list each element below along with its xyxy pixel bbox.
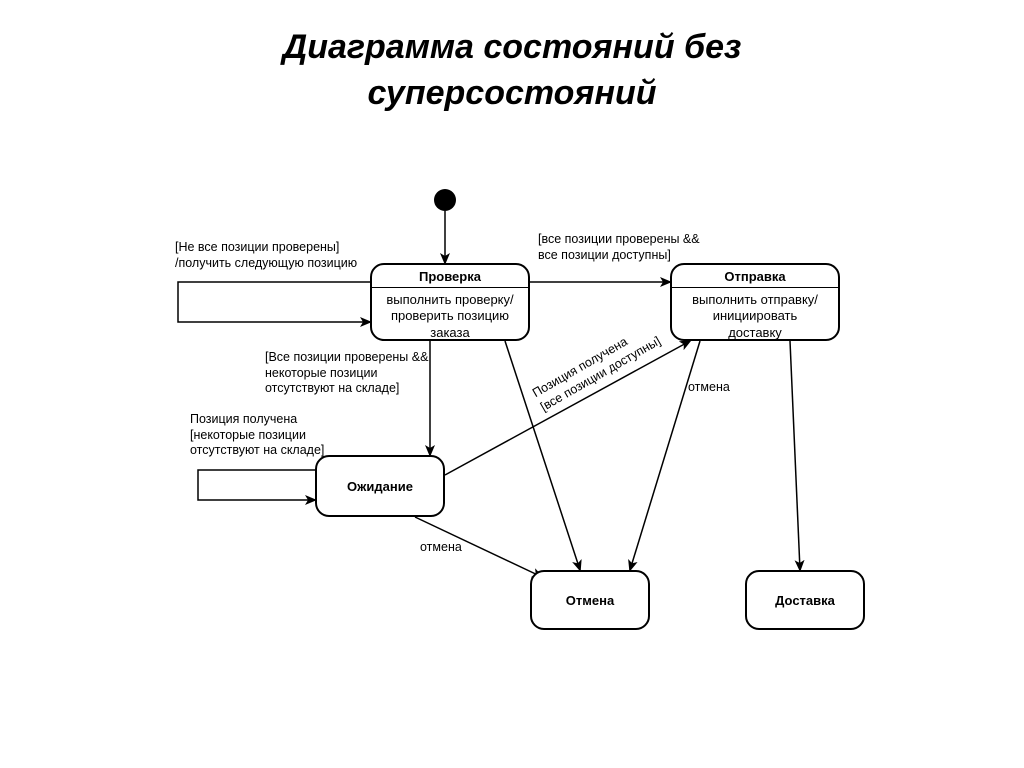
edge-dispatch-delivery — [790, 341, 800, 570]
edge-waiting-dispatch — [445, 341, 690, 475]
state-check-title: Проверка — [372, 265, 528, 288]
edge-check-self — [178, 282, 370, 322]
state-dispatch-body: выполнить отправку/инициироватьдоставку — [672, 288, 838, 347]
edge-waiting-self — [198, 470, 315, 500]
state-waiting-label: Ожидание — [347, 479, 413, 494]
state-delivery: Доставка — [745, 570, 865, 630]
edge-dispatch-cancel — [630, 341, 700, 570]
state-delivery-label: Доставка — [775, 593, 835, 608]
state-dispatch: Отправка выполнить отправку/инициировать… — [670, 263, 840, 341]
state-dispatch-title: Отправка — [672, 265, 838, 288]
state-check: Проверка выполнить проверку/проверить по… — [370, 263, 530, 341]
state-cancel: Отмена — [530, 570, 650, 630]
initial-state-icon — [434, 189, 456, 211]
label-waiting-self: Позиция получена[некоторые позицииотсутс… — [190, 412, 324, 459]
state-check-body: выполнить проверку/проверить позициюзака… — [372, 288, 528, 347]
label-dispatch-cancel: отмена — [688, 380, 730, 396]
label-waiting-cancel: отмена — [420, 540, 462, 556]
label-to-dispatch: [все позиции проверены &&все позиции дос… — [538, 232, 700, 263]
state-waiting: Ожидание — [315, 455, 445, 517]
state-cancel-label: Отмена — [566, 593, 614, 608]
diagram-svg — [0, 0, 1024, 768]
label-to-waiting: [Все позиции проверены &&некоторые позиц… — [265, 350, 428, 397]
label-check-self: [Не все позиции проверены]/получить след… — [175, 240, 357, 271]
